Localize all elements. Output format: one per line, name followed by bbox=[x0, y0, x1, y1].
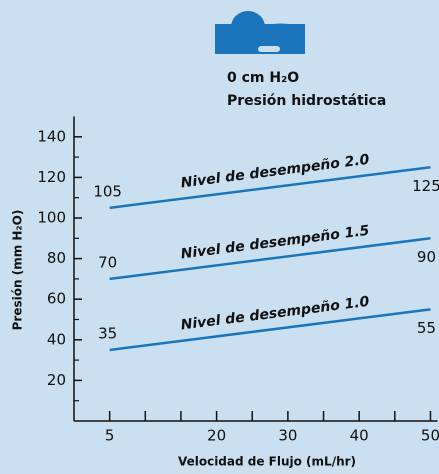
x-tick-label: 30 bbox=[278, 427, 297, 445]
x-tick-label: 5 bbox=[105, 427, 115, 445]
y-axis-label: Presión (mm H₂O) bbox=[11, 210, 25, 331]
icon-gap bbox=[258, 46, 280, 52]
x-tick-label: 50 bbox=[421, 427, 439, 445]
x-axis-label: Velocidad de Flujo (mL/hr) bbox=[178, 455, 356, 469]
y-tick-label: 20 bbox=[47, 371, 66, 389]
header-line: 0 cm H₂O bbox=[227, 70, 299, 86]
y-tick-label: 140 bbox=[37, 127, 66, 145]
y-tick-label: 100 bbox=[37, 209, 66, 227]
y-tick-label: 40 bbox=[47, 330, 66, 348]
y-tick-label: 80 bbox=[47, 249, 66, 267]
y-tick-label: 120 bbox=[37, 168, 66, 186]
y-tick-label: 60 bbox=[47, 290, 66, 308]
page: 0 cm H₂O Presión hidrostática Velocidad … bbox=[0, 0, 439, 474]
data-label: 35 bbox=[98, 324, 117, 342]
chart: 0 cm H₂O Presión hidrostática Velocidad … bbox=[0, 0, 439, 474]
header-line: Presión hidrostática bbox=[227, 93, 386, 109]
x-tick-label: 40 bbox=[350, 427, 369, 445]
data-label: 70 bbox=[98, 253, 117, 271]
data-label: 90 bbox=[417, 248, 436, 266]
data-label: 105 bbox=[93, 182, 122, 200]
data-label: 55 bbox=[417, 319, 436, 337]
x-tick-label: 20 bbox=[207, 427, 226, 445]
background bbox=[0, 0, 439, 474]
data-label: 125 bbox=[412, 177, 439, 195]
